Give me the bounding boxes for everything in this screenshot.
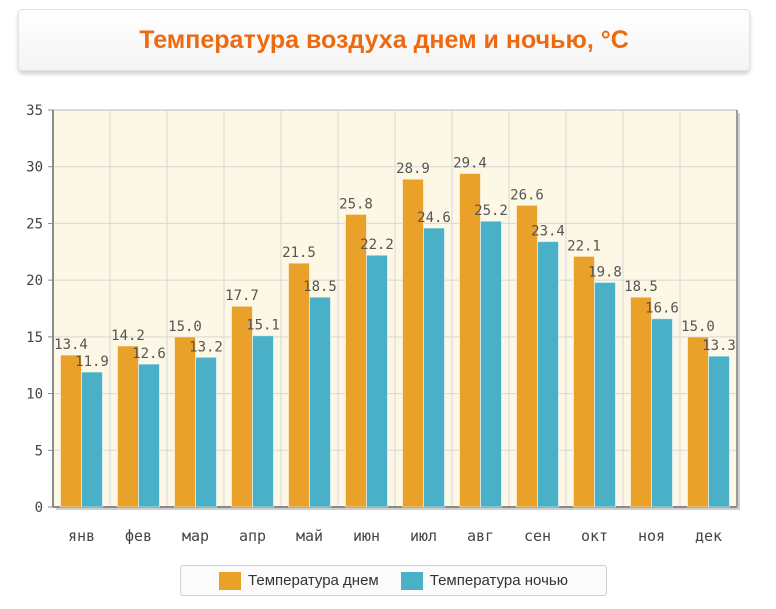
x-tick-label: сен (524, 527, 551, 545)
data-label-day: 15.0 (681, 319, 715, 335)
y-tick-label: 30 (26, 160, 43, 176)
chart-title: Температура воздуха днем и ночью, °C (139, 25, 629, 54)
data-label-day: 22.1 (567, 238, 601, 254)
y-tick-label: 15 (26, 330, 43, 346)
bar-day (630, 296, 652, 508)
x-tick-label: мар (182, 527, 209, 545)
bar-day (516, 204, 538, 508)
data-label-day: 18.5 (624, 279, 658, 295)
legend-swatch-day (219, 571, 242, 590)
data-label-night: 16.6 (645, 301, 679, 317)
data-label-day: 26.6 (510, 187, 544, 203)
data-label-day: 13.4 (54, 337, 88, 353)
legend-item-night[interactable]: Температура ночью (400, 571, 568, 590)
y-tick-label: 5 (35, 443, 43, 459)
data-label-day: 21.5 (282, 245, 316, 261)
legend-label-night: Температура ночью (429, 572, 568, 589)
data-label-night: 18.5 (303, 279, 337, 295)
bar-day (231, 305, 253, 508)
bar-night (309, 296, 331, 508)
bar-night (138, 363, 160, 508)
x-tick-label: авг (467, 527, 494, 545)
bar-day (402, 178, 424, 508)
y-tick-label: 35 (26, 103, 43, 119)
data-label-night: 23.4 (531, 224, 565, 240)
data-label-night: 13.2 (189, 339, 223, 355)
bar-day (288, 262, 310, 508)
data-label-day: 17.7 (225, 288, 259, 304)
data-label-day: 15.0 (168, 319, 202, 335)
bar-night (252, 335, 274, 508)
bar-night (651, 318, 673, 508)
bar-night (366, 254, 388, 508)
bar-day (687, 336, 709, 508)
data-label-day: 25.8 (339, 196, 373, 212)
data-label-day: 14.2 (111, 328, 145, 344)
data-label-night: 24.6 (417, 210, 451, 226)
data-label-night: 15.1 (246, 318, 280, 334)
bar-day (459, 173, 481, 508)
data-label-night: 22.2 (360, 237, 394, 253)
bar-night (708, 355, 730, 508)
y-tick-label: 10 (26, 387, 43, 403)
y-tick-label: 25 (26, 216, 43, 232)
bar-night (480, 220, 502, 508)
data-label-night: 19.8 (588, 264, 622, 280)
bar-night (594, 281, 616, 508)
data-label-night: 25.2 (474, 203, 508, 219)
y-tick-label: 0 (35, 500, 43, 516)
legend-label-day: Температура днем (248, 572, 379, 589)
legend-swatch-night (400, 571, 423, 590)
bar-day (117, 345, 139, 508)
x-tick-label: апр (239, 527, 266, 545)
x-tick-label: окт (581, 527, 608, 545)
chart-legend: Температура днем Температура ночью (180, 565, 607, 596)
x-tick-label: дек (695, 527, 722, 545)
bar-day (60, 354, 82, 508)
x-tick-label: ноя (638, 527, 665, 545)
bar-night (537, 241, 559, 508)
x-tick-label: июл (410, 527, 437, 545)
legend-item-day[interactable]: Температура днем (219, 571, 379, 590)
x-tick-label: май (296, 527, 323, 545)
x-tick-label: фев (125, 527, 152, 545)
bar-day (174, 336, 196, 508)
data-label-night: 11.9 (75, 354, 109, 370)
bar-day (345, 213, 367, 508)
bar-night (195, 356, 217, 508)
bar-night (81, 371, 103, 508)
data-label-night: 13.3 (702, 338, 736, 354)
x-tick-label: янв (68, 527, 95, 545)
bar-chart: 0 5 10 15 20 25 30 35 13.411.9 янв 14.2 12.6 фев 15.0… (26, 103, 740, 545)
bar-day (573, 255, 595, 508)
bar-night (423, 227, 445, 508)
x-tick-label: июн (353, 527, 380, 545)
chart-title-box: Температура воздуха днем и ночью, °C (18, 9, 750, 71)
y-tick-label: 20 (26, 273, 43, 289)
data-label-night: 12.6 (132, 346, 166, 362)
data-label-day: 28.9 (396, 161, 430, 177)
data-label-day: 29.4 (453, 156, 487, 172)
